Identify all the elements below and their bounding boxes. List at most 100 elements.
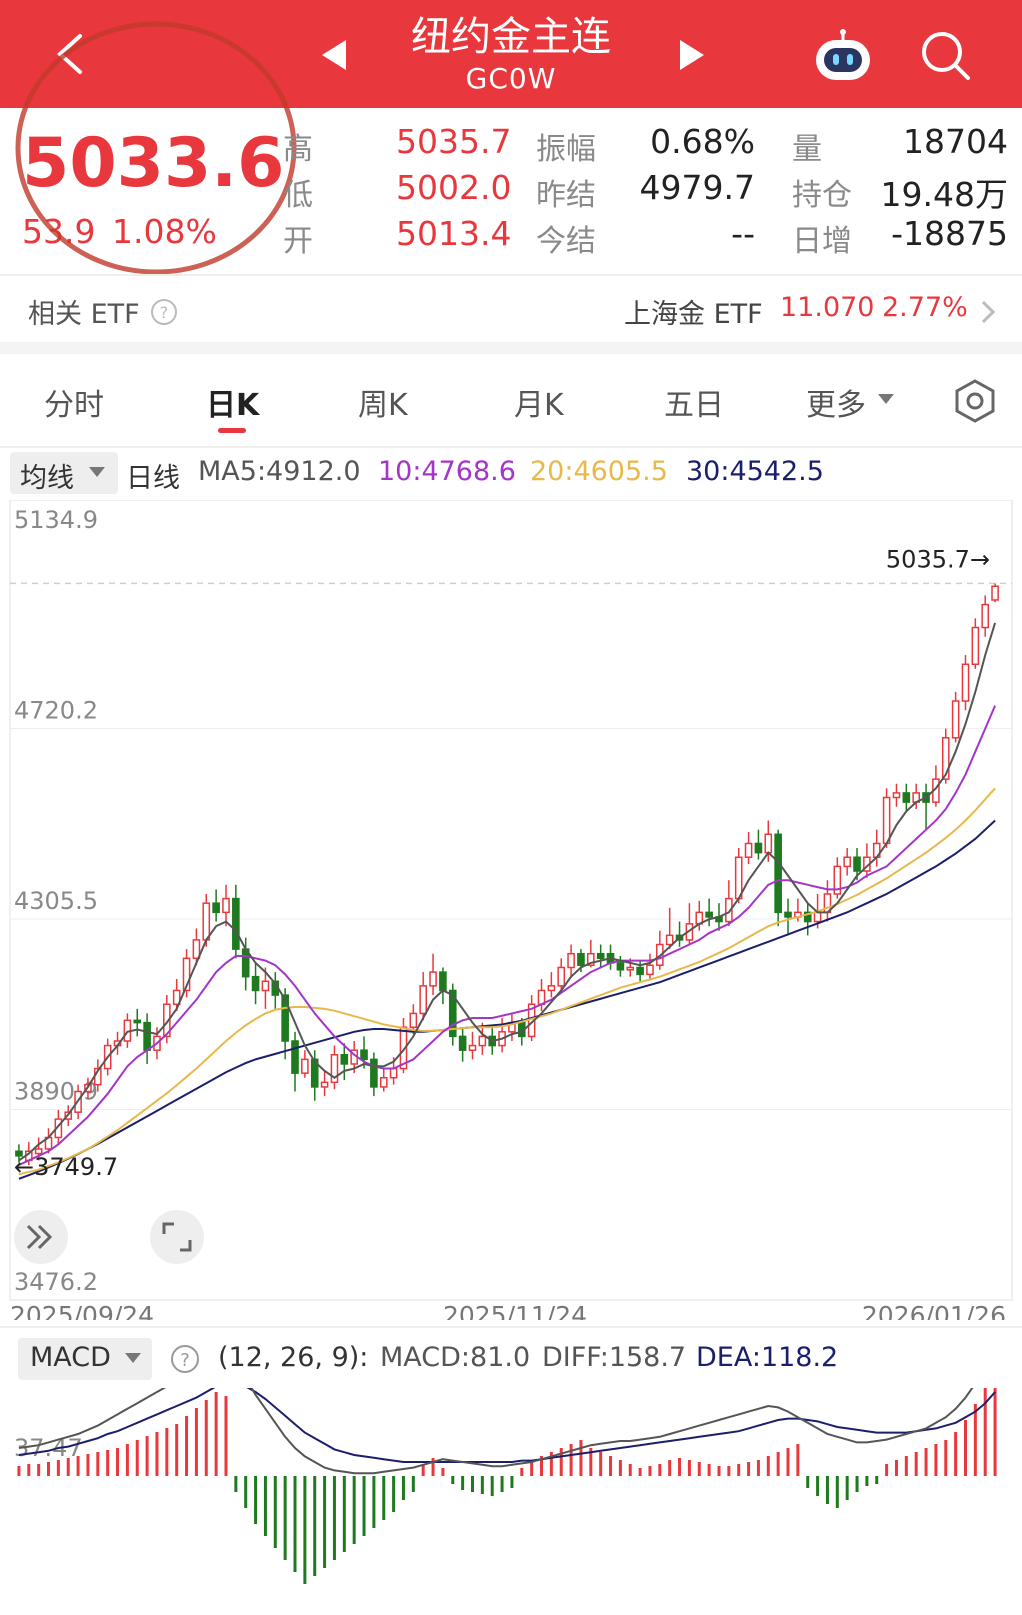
high-value: 5035.7 [396,122,512,161]
daily-change-label: 日增 [792,224,852,259]
candle-up [172,989,181,1005]
candle-down [291,1040,299,1074]
candle-up [547,985,556,992]
candle-up [429,971,437,987]
ma-selector-label: 均线 [20,463,74,494]
double-chevron-icon [26,1224,53,1250]
ma20-line [18,787,996,1176]
last-price: 5033.6 [22,124,285,203]
candle-up [734,856,743,900]
diff-value: DIFF:158.7 [542,1342,687,1373]
ma5-value: MA5:4912.0 [198,456,361,487]
volume-value: 18704 [903,122,1008,161]
candle-up [419,985,427,1015]
today-settle-label: 今结 [536,224,596,259]
candle-down [340,1054,349,1065]
candle-up [301,1058,309,1074]
candle-up [951,700,960,739]
robot-assistant-icon[interactable] [812,28,874,84]
diff-line [18,1388,974,1475]
candle-up [389,1067,398,1079]
candle-up [320,1081,329,1088]
candle-up [261,980,270,992]
candle-up [163,1003,171,1038]
candle-up [725,897,733,923]
candle-up [202,902,211,941]
candle-up [892,792,901,799]
candle-up [882,796,891,845]
help-icon[interactable]: ? [170,1344,200,1374]
search-icon[interactable] [918,28,974,84]
low-value: 5002.0 [396,168,512,207]
amplitude-label: 振幅 [536,132,596,167]
contract-code: GC0W [465,62,557,95]
macd-chart[interactable]: 37.47 [0,1388,1022,1608]
top-bar: 纽约金主连 GC0W [0,0,1022,108]
prev-settle-value: 4979.7 [639,168,755,207]
chart-frame [9,500,1013,1301]
chart-settings-icon[interactable] [952,378,998,424]
next-contract-icon[interactable] [676,38,706,72]
tab-five-day[interactable]: 五日 [664,388,724,423]
min-price-marker: ←3749.7 [14,1153,118,1181]
candle-up [971,626,980,666]
candle-up [567,952,575,969]
y-tick-label: 3476.2 [14,1268,98,1296]
section-gap [0,342,1022,354]
candle-down [281,994,289,1042]
candle-down [251,975,260,992]
candle-up [478,1035,487,1047]
candle-up [468,1044,477,1051]
x-date-label: 2025/09/24 [10,1301,154,1320]
candle-up [833,865,842,895]
candle-up [626,966,635,971]
candle-up [744,842,753,858]
ma30-line [18,819,996,1180]
y-tick-label: 4305.5 [14,887,98,915]
tab-daily-k[interactable]: 日K [206,388,260,423]
prev-settle-label: 昨结 [536,178,596,213]
etf-name[interactable]: 上海金 ETF [624,299,763,330]
y-tick-label: 5134.9 [14,506,98,534]
ma-kind: 日线 [126,463,180,494]
high-label: 高 [283,132,313,167]
candle-down [458,1035,467,1051]
tab-monthly-k[interactable]: 月K [514,388,564,423]
candle-down [803,911,812,923]
kline-chart[interactable]: 5134.94720.24305.53890.93476.25035.7→←37… [0,500,1022,1320]
help-icon[interactable]: ? [150,298,178,326]
indicator-selector[interactable] [18,1338,152,1380]
candle-down [754,842,763,854]
x-date-label: 2026/01/26 [862,1301,1006,1320]
ma10-line [18,705,996,1166]
candle-down [902,792,911,803]
price-change: 53.9 [22,212,96,251]
etf-price: 11.070 [780,292,875,323]
candle-up [961,663,970,702]
open-interest-label: 持仓 [792,178,852,213]
related-etf-label: 相关 ETF [28,299,140,330]
dropdown-icon[interactable] [876,392,896,406]
svg-text:?: ? [160,303,169,322]
price-change-pct: 1.08% [112,212,217,251]
fullscreen-button[interactable] [150,1210,204,1264]
hand-drawn-circle-annotation [15,21,297,275]
candle-up [991,585,999,601]
candle-down [636,966,644,976]
tab-intraday[interactable]: 分时 [44,388,104,423]
tab-more[interactable]: 更多 [806,388,866,423]
dea-value: DEA:118.2 [696,1342,839,1373]
tab-weekly-k[interactable]: 周K [358,388,408,423]
divider [0,274,1022,276]
divider [0,1326,1022,1328]
candle-down [577,952,585,966]
candle-down [774,833,782,914]
candle-down [360,1049,368,1061]
candle-down [133,1019,142,1024]
back-icon[interactable] [50,30,90,78]
macd-params: (12, 26, 9): [218,1342,369,1373]
divider [0,446,1022,448]
low-label: 低 [283,178,313,213]
prev-contract-icon[interactable] [320,38,350,72]
chevron-right-icon[interactable] [978,298,998,326]
